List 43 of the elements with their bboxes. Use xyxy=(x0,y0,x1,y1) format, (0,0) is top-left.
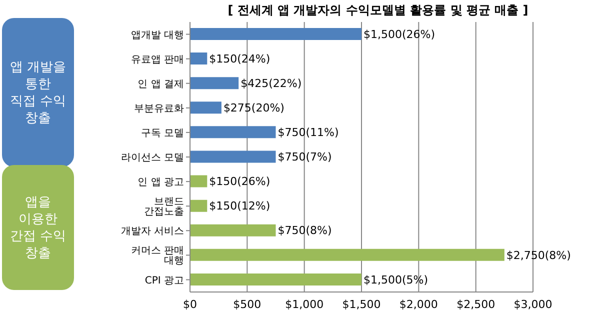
x-tick-label: $2,000 xyxy=(399,298,438,311)
data-label: $2,750(8%) xyxy=(506,248,571,262)
bar xyxy=(190,52,208,65)
x-tick-label: $1,500 xyxy=(342,298,381,311)
bar xyxy=(190,273,362,286)
label-box: 앱 개발을 통한 직접 수익 창출 xyxy=(2,18,74,168)
data-label: $275(20%) xyxy=(223,101,284,114)
y-tick-label: 라이선스 모델 xyxy=(120,152,184,164)
data-label: $1,500(5%) xyxy=(364,273,428,286)
y-tick-label: 브랜드 간접노출 xyxy=(144,196,184,218)
data-label: $150(24%) xyxy=(209,52,270,66)
bar xyxy=(190,248,504,261)
data-label: $750(7%) xyxy=(278,150,332,164)
y-tick-label: CPI 광고 xyxy=(144,275,184,286)
x-tick-label: $500 xyxy=(233,298,262,311)
label-box: 앱을 이용한 간접 수익 창출 xyxy=(2,165,74,290)
data-label: $425(22%) xyxy=(240,76,302,90)
data-label: $1,500(26%) xyxy=(364,28,436,41)
y-tick-label: 유료앱 판매 xyxy=(130,54,184,66)
x-tick-label: $3,000 xyxy=(514,298,552,311)
x-tick-label: $2,500 xyxy=(456,298,496,311)
data-label: $150(26%) xyxy=(209,175,270,188)
bar xyxy=(190,28,362,40)
y-tick-label: 인 앱 광고 xyxy=(138,177,184,188)
y-tick-label: 구독 모델 xyxy=(140,128,184,140)
x-tick-label: $1,000 xyxy=(285,298,324,311)
bar xyxy=(190,175,208,188)
bar xyxy=(190,77,239,90)
bar xyxy=(190,102,222,114)
bar xyxy=(190,224,276,236)
y-tick-label: 인 앱 결제 xyxy=(138,78,184,90)
y-tick-label: 앱개발 대행 xyxy=(130,30,184,41)
bar xyxy=(190,200,208,212)
data-label: $750(8%) xyxy=(278,224,332,238)
x-tick-label: $0 xyxy=(183,298,197,311)
chart-title: [ 전세계 앱 개발자의 수익모델별 활용률 및 평균 매출 ] xyxy=(226,2,530,19)
data-label: $750(11%) xyxy=(278,126,339,140)
y-tick-label: 개발자 서비스 xyxy=(120,226,184,238)
bar xyxy=(190,150,276,163)
y-tick-label: 커머스 판매 대행 xyxy=(130,246,184,267)
bar xyxy=(190,126,276,138)
data-label: $150(12%) xyxy=(209,200,270,213)
y-tick-label: 부분유료화 xyxy=(134,103,184,114)
